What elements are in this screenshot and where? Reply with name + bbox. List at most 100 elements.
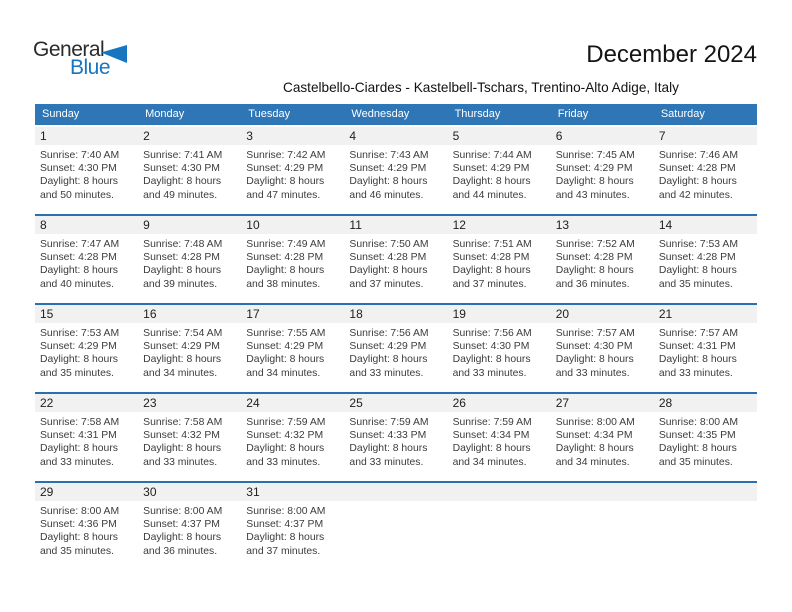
day-cell-24: 24 Sunrise: 7:59 AM Sunset: 4:32 PM Dayligh…	[241, 394, 345, 481]
day-cell-7: 7 Sunrise: 7:46 AM Sunset: 4:28 PM Daylight…	[653, 127, 757, 214]
day-details: Sunrise: 7:47 AM Sunset: 4:28 PM Daylight:…	[35, 234, 132, 291]
day-number: 17	[241, 305, 345, 323]
sunrise-text: Sunrise: 7:59 AM	[349, 417, 429, 428]
logo-triangle-icon	[101, 45, 127, 63]
sunset-text: Sunset: 4:35 PM	[658, 430, 736, 442]
day-number: 1	[35, 127, 139, 145]
day-cell-12: 12 Sunrise: 7:51 AM Sunset: 4:28 PM Dayligh…	[447, 216, 551, 303]
day-cell-14: 14 Sunrise: 7:53 AM Sunset: 4:28 PM Dayligh…	[653, 216, 757, 303]
sunset-text: Sunset: 4:29 PM	[349, 341, 427, 353]
daylight-text: Daylight: 8 hours and 33 minutes.	[246, 443, 325, 468]
day-number: 31	[241, 483, 345, 501]
sunrise-text: Sunrise: 7:53 AM	[40, 328, 120, 339]
day-number: 28	[653, 394, 757, 412]
daylight-text: Daylight: 8 hours and 33 minutes.	[555, 354, 634, 379]
daylight-text: Daylight: 8 hours and 33 minutes.	[658, 354, 737, 379]
daylight-text: Daylight: 8 hours and 34 minutes.	[452, 443, 531, 468]
day-number: 5	[447, 127, 551, 145]
day-cell-29: 29 Sunrise: 8:00 AM Sunset: 4:36 PM Dayligh…	[35, 483, 139, 570]
weekday-header-row: Sunday Monday Tuesday Wednesday Thursday…	[35, 104, 757, 125]
day-details: Sunrise: 7:40 AM Sunset: 4:30 PM Daylight:…	[35, 145, 132, 202]
weekday-header-sunday: Sunday	[42, 108, 80, 120]
daylight-text: Daylight: 8 hours and 34 minutes.	[143, 354, 222, 379]
day-details: Sunrise: 7:58 AM Sunset: 4:31 PM Daylight:…	[35, 412, 132, 469]
daylight-text: Daylight: 8 hours and 36 minutes.	[555, 265, 634, 290]
sunset-text: Sunset: 4:31 PM	[658, 341, 736, 353]
day-number: 25	[344, 394, 448, 412]
day-details: Sunrise: 7:51 AM Sunset: 4:28 PM Daylight:…	[448, 234, 545, 291]
sunset-text: Sunset: 4:36 PM	[40, 519, 117, 531]
day-cell-11: 11 Sunrise: 7:50 AM Sunset: 4:28 PM Dayligh…	[344, 216, 448, 303]
sunset-text: Sunset: 4:30 PM	[452, 341, 530, 353]
day-cell-15: 15 Sunrise: 7:53 AM Sunset: 4:29 PM Dayligh…	[35, 305, 139, 392]
weekday-header-friday: Friday	[557, 108, 589, 120]
day-details: Sunrise: 8:00 AM Sunset: 4:34 PM Daylight:…	[551, 412, 648, 469]
daylight-text: Daylight: 8 hours and 36 minutes.	[143, 532, 222, 557]
daylight-text: Daylight: 8 hours and 49 minutes.	[143, 176, 222, 201]
day-cell-20: 20 Sunrise: 7:57 AM Sunset: 4:30 PM Dayligh…	[550, 305, 654, 392]
weekday-header-thursday: Thursday	[454, 108, 501, 120]
calendar-table: Sunday Monday Tuesday Wednesday Thursday…	[35, 104, 757, 570]
sunset-text: Sunset: 4:28 PM	[658, 163, 736, 175]
week-row: 22 Sunrise: 7:58 AM Sunset: 4:31 PM Dayligh…	[35, 392, 757, 481]
day-number: 27	[550, 394, 654, 412]
day-number: 7	[653, 127, 757, 145]
sunset-text: Sunset: 4:29 PM	[40, 341, 117, 353]
day-number: 3	[241, 127, 345, 145]
page-title: December 2024	[586, 41, 757, 68]
sunset-text: Sunset: 4:31 PM	[40, 430, 117, 442]
page-subtitle: Castelbello-Ciardes - Kastelbell-Tschars…	[283, 80, 679, 95]
day-details: Sunrise: 7:57 AM Sunset: 4:31 PM Daylight:…	[654, 323, 751, 380]
daylight-text: Daylight: 8 hours and 33 minutes.	[40, 443, 118, 468]
sunset-text: Sunset: 4:29 PM	[246, 341, 324, 353]
sunset-text: Sunset: 4:32 PM	[143, 430, 220, 442]
sunrise-text: Sunrise: 7:51 AM	[452, 239, 532, 250]
sunset-text: Sunset: 4:28 PM	[143, 252, 220, 264]
sunrise-text: Sunrise: 7:43 AM	[349, 150, 429, 161]
day-number	[550, 483, 654, 501]
sunset-text: Sunset: 4:30 PM	[555, 341, 633, 353]
day-details: Sunrise: 7:41 AM Sunset: 4:30 PM Daylight:…	[138, 145, 235, 202]
sunrise-text: Sunrise: 8:00 AM	[246, 506, 326, 517]
day-number: 29	[35, 483, 139, 501]
day-number: 6	[550, 127, 654, 145]
weekday-header-wednesday: Wednesday	[351, 108, 410, 120]
weekday-header-saturday: Saturday	[660, 108, 705, 120]
daylight-text: Daylight: 8 hours and 35 minutes.	[658, 265, 737, 290]
daylight-text: Daylight: 8 hours and 44 minutes.	[452, 176, 531, 201]
day-cell-9: 9 Sunrise: 7:48 AM Sunset: 4:28 PM Daylight…	[138, 216, 242, 303]
day-cell-16: 16 Sunrise: 7:54 AM Sunset: 4:29 PM Dayligh…	[138, 305, 242, 392]
daylight-text: Daylight: 8 hours and 40 minutes.	[40, 265, 118, 290]
sunrise-text: Sunrise: 7:59 AM	[246, 417, 326, 428]
sunset-text: Sunset: 4:30 PM	[143, 163, 220, 175]
day-details: Sunrise: 7:52 AM Sunset: 4:28 PM Daylight:…	[551, 234, 648, 291]
calendar-weeks: 1 Sunrise: 7:40 AM Sunset: 4:30 PM Daylight…	[35, 125, 757, 570]
sunrise-text: Sunrise: 8:00 AM	[658, 417, 738, 428]
daylight-text: Daylight: 8 hours and 47 minutes.	[246, 176, 325, 201]
weekday-header-tuesday: Tuesday	[248, 108, 291, 120]
day-cell-13: 13 Sunrise: 7:52 AM Sunset: 4:28 PM Dayligh…	[550, 216, 654, 303]
sunset-text: Sunset: 4:34 PM	[452, 430, 530, 442]
sunset-text: Sunset: 4:28 PM	[40, 252, 117, 264]
daylight-text: Daylight: 8 hours and 33 minutes.	[452, 354, 531, 379]
day-number: 22	[35, 394, 139, 412]
logo-blue-text: Blue	[70, 56, 111, 79]
day-details: Sunrise: 8:00 AM Sunset: 4:36 PM Daylight:…	[35, 501, 132, 558]
day-details: Sunrise: 7:59 AM Sunset: 4:34 PM Daylight:…	[448, 412, 545, 469]
sunrise-text: Sunrise: 7:47 AM	[40, 239, 120, 250]
sunrise-text: Sunrise: 7:58 AM	[40, 417, 120, 428]
weekday-header-monday: Monday	[145, 108, 185, 120]
day-cell-empty	[344, 483, 448, 570]
sunrise-text: Sunrise: 8:00 AM	[555, 417, 635, 428]
sunrise-text: Sunrise: 7:52 AM	[555, 239, 635, 250]
week-row: 15 Sunrise: 7:53 AM Sunset: 4:29 PM Dayligh…	[35, 303, 757, 392]
day-number: 8	[35, 216, 139, 234]
day-details: Sunrise: 7:46 AM Sunset: 4:28 PM Daylight:…	[654, 145, 751, 202]
sunrise-text: Sunrise: 7:57 AM	[658, 328, 738, 339]
day-details	[448, 501, 545, 505]
sunset-text: Sunset: 4:28 PM	[349, 252, 427, 264]
day-cell-1: 1 Sunrise: 7:40 AM Sunset: 4:30 PM Daylight…	[35, 127, 139, 214]
sunrise-text: Sunrise: 7:40 AM	[40, 150, 120, 161]
day-cell-4: 4 Sunrise: 7:43 AM Sunset: 4:29 PM Daylight…	[344, 127, 448, 214]
sunrise-text: Sunrise: 7:59 AM	[452, 417, 532, 428]
